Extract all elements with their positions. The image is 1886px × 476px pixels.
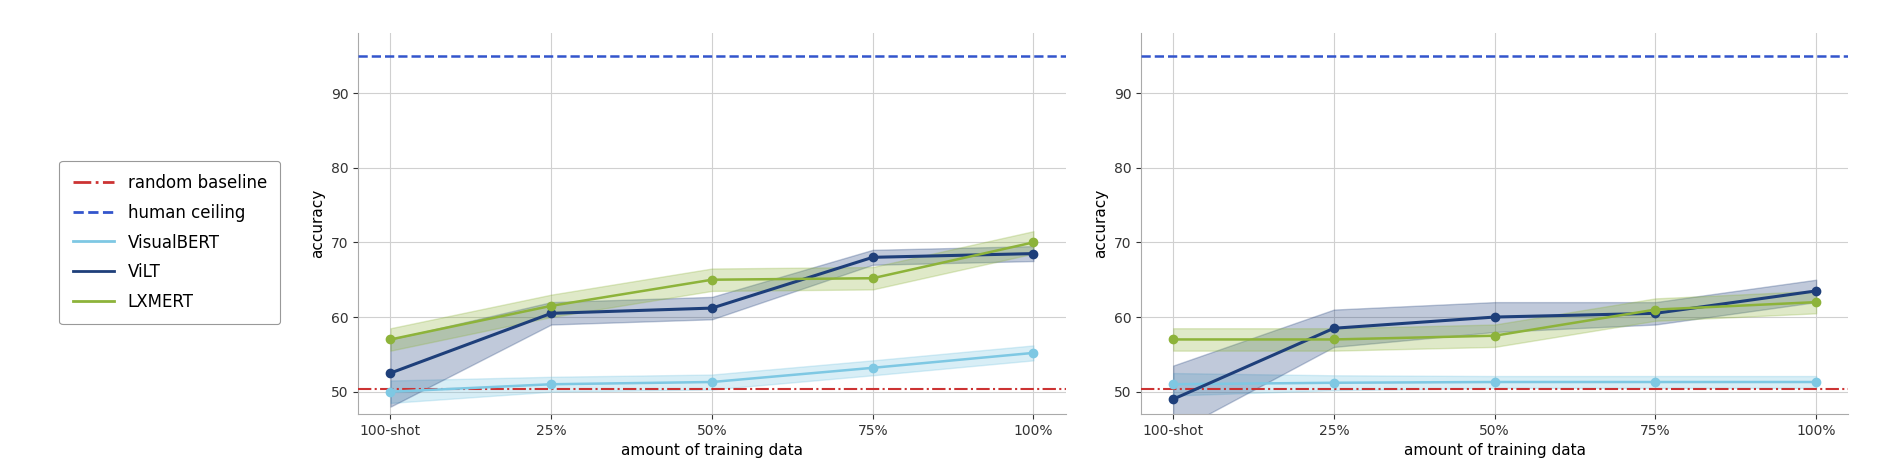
- Y-axis label: accuracy: accuracy: [311, 189, 326, 258]
- X-axis label: amount of training data: amount of training data: [620, 444, 803, 458]
- Legend: random baseline, human ceiling, VisualBERT, ViLT, LXMERT: random baseline, human ceiling, VisualBE…: [58, 161, 281, 325]
- X-axis label: amount of training data: amount of training data: [1403, 444, 1586, 458]
- Y-axis label: accuracy: accuracy: [1094, 189, 1109, 258]
